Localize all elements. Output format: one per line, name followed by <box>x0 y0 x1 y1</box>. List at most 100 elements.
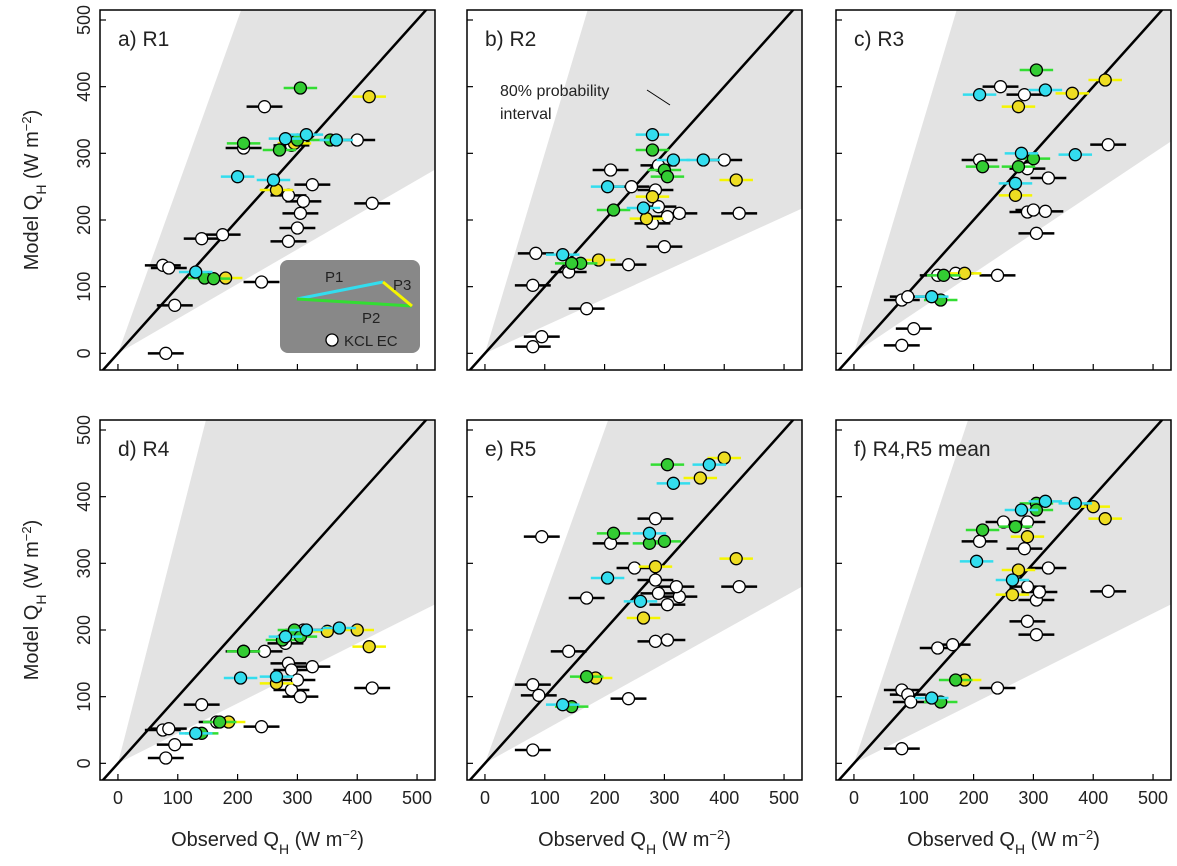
y-tick-label: 500 <box>74 415 94 445</box>
x-tick-label: 200 <box>223 788 253 808</box>
point <box>667 154 679 166</box>
point <box>661 634 673 646</box>
point <box>1030 629 1042 641</box>
point <box>294 207 306 219</box>
point <box>217 229 229 241</box>
legend-marker <box>326 334 338 346</box>
axis-label: Observed QH (W m−2) <box>538 827 731 858</box>
point <box>1021 615 1033 627</box>
point <box>661 599 673 611</box>
point <box>1012 161 1024 173</box>
point <box>557 699 569 711</box>
point <box>238 645 250 657</box>
x-tick-label: 300 <box>1018 788 1048 808</box>
y-tick-label: 0 <box>74 758 94 768</box>
point <box>661 459 673 471</box>
legend-label: P3 <box>393 277 411 294</box>
point <box>670 581 682 593</box>
label-part: H <box>279 841 289 857</box>
point <box>1012 101 1024 113</box>
point <box>950 674 962 686</box>
point <box>270 671 282 683</box>
legend-label: P2 <box>362 310 380 327</box>
point <box>1006 589 1018 601</box>
label-part: −2 <box>1078 827 1093 842</box>
point <box>974 89 986 101</box>
point <box>196 233 208 245</box>
axis-label: Observed QH (W m−2) <box>171 827 364 858</box>
point <box>363 91 375 103</box>
legend-label: P1 <box>325 269 343 286</box>
panel-title: e) R5 <box>485 438 536 461</box>
x-tick-label: 200 <box>959 788 989 808</box>
point <box>536 331 548 343</box>
point <box>1015 504 1027 516</box>
y-tick-label: 300 <box>74 548 94 578</box>
y-tick-label: 300 <box>74 138 94 168</box>
point <box>160 347 172 359</box>
point <box>256 276 268 288</box>
label-part: −2 <box>342 827 357 842</box>
axis-label: Model QH (W m−2) <box>19 110 50 271</box>
point <box>658 241 670 253</box>
point <box>1069 497 1081 509</box>
panel-title: d) R4 <box>118 438 170 461</box>
label-part: Model Q <box>21 605 43 681</box>
point <box>718 452 730 464</box>
point <box>637 612 649 624</box>
y-tick-label: 500 <box>74 5 94 35</box>
point <box>703 459 715 471</box>
x-tick-label: 200 <box>590 788 620 808</box>
panel-title: b) R2 <box>485 28 536 51</box>
point <box>1027 204 1039 216</box>
x-tick-label: 100 <box>530 788 560 808</box>
label-part: (W m <box>289 829 342 851</box>
point <box>279 631 291 643</box>
point <box>581 303 593 315</box>
point <box>306 179 318 191</box>
point <box>971 555 983 567</box>
point <box>1102 585 1114 597</box>
point <box>623 259 635 271</box>
point <box>1021 581 1033 593</box>
point <box>190 727 202 739</box>
x-tick-label: 300 <box>649 788 679 808</box>
point <box>208 273 220 285</box>
annotation: interval <box>500 106 552 123</box>
point <box>959 267 971 279</box>
point <box>1039 84 1051 96</box>
point <box>294 691 306 703</box>
point <box>190 266 202 278</box>
point <box>330 134 342 146</box>
point <box>163 723 175 735</box>
point <box>992 269 1004 281</box>
point <box>527 744 539 756</box>
point <box>1066 87 1078 99</box>
x-tick-label: 300 <box>282 788 312 808</box>
point <box>1033 586 1045 598</box>
panel-title: a) R1 <box>118 28 169 51</box>
point <box>649 513 661 525</box>
point <box>661 211 673 223</box>
point <box>1039 205 1051 217</box>
point <box>602 572 614 584</box>
point <box>160 752 172 764</box>
label-part: Observed Q <box>538 829 646 851</box>
point <box>605 164 617 176</box>
point <box>646 129 658 141</box>
point <box>1069 149 1081 161</box>
point <box>1009 189 1021 201</box>
point <box>214 716 226 728</box>
point <box>530 247 542 259</box>
point <box>300 129 312 141</box>
label-part: ) <box>1093 829 1100 851</box>
point <box>646 191 658 203</box>
point <box>652 587 664 599</box>
point <box>926 291 938 303</box>
label-part: −2 <box>19 116 34 131</box>
point <box>974 535 986 547</box>
point <box>643 527 655 539</box>
point <box>1030 64 1042 76</box>
point <box>1018 543 1030 555</box>
y-tick-label: 0 <box>74 348 94 358</box>
